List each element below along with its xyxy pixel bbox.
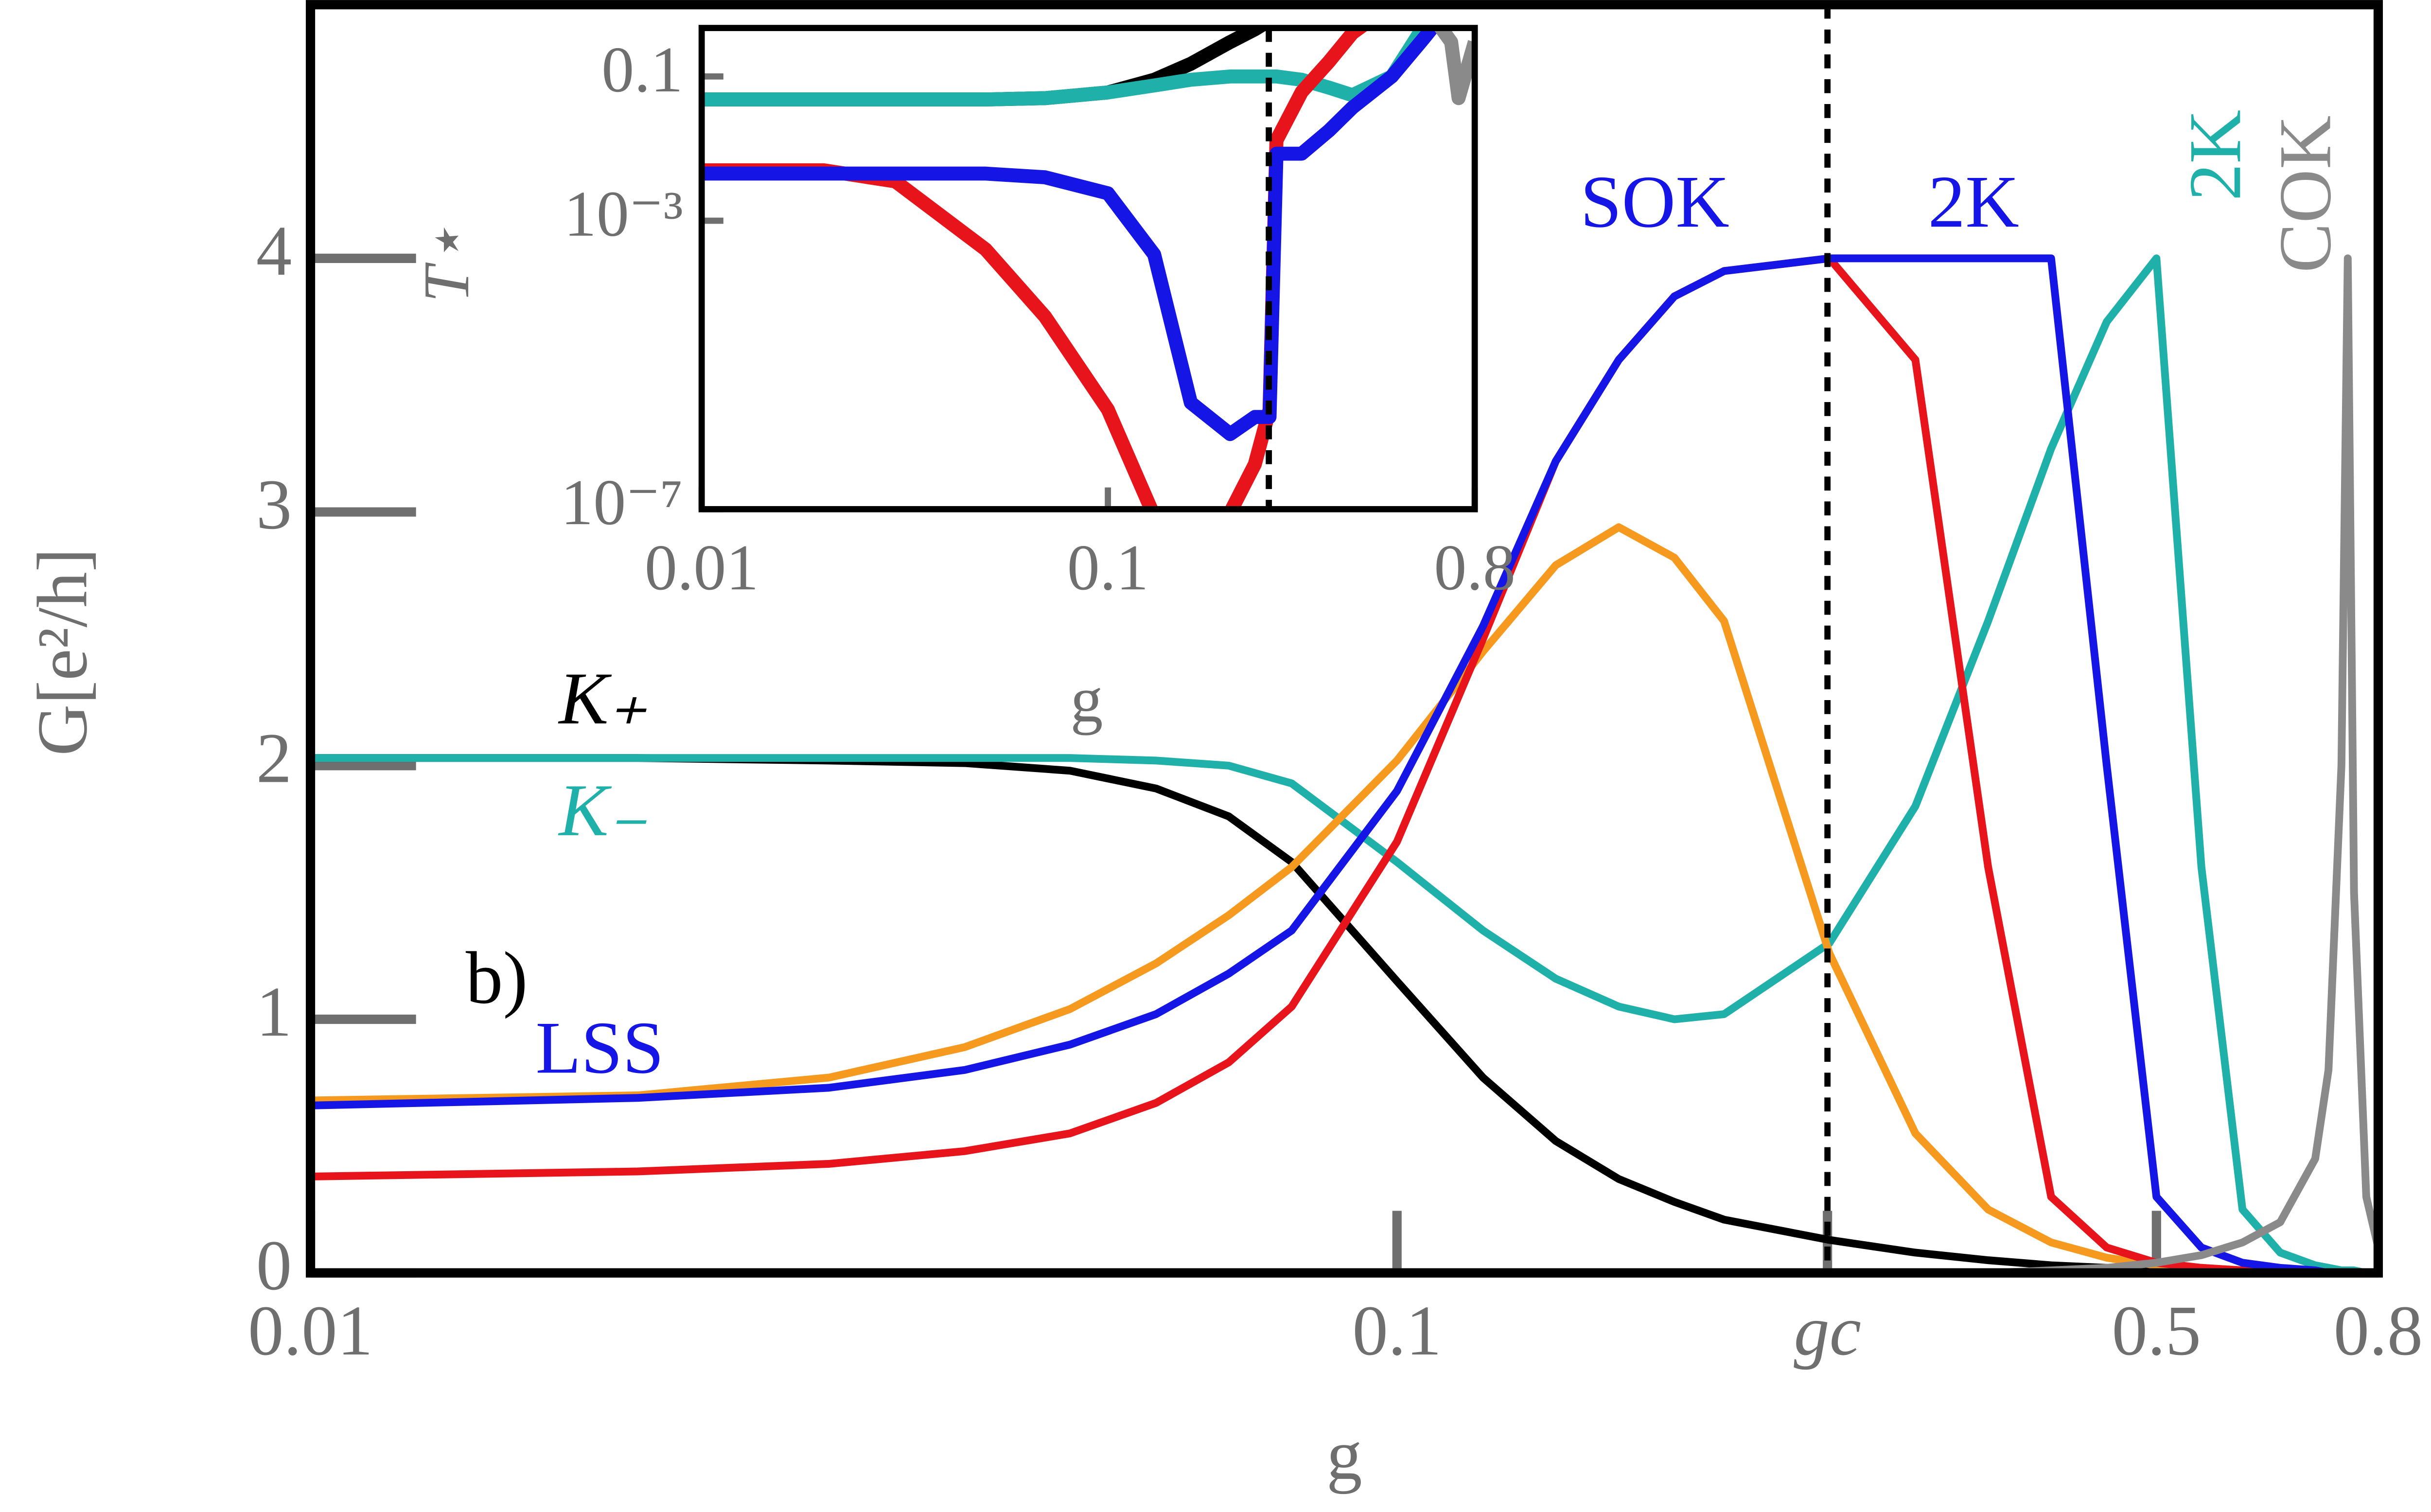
x-axis-label: g <box>1070 664 1103 736</box>
line-series <box>310 254 2378 1273</box>
plot-0: 0 1 2 3 4 0.01 0.1 gc 0.5 0.8 g G[e²/h] b)LSS SOK 2K 2K… <box>22 4 2423 1494</box>
annotation: LSS <box>536 1006 664 1089</box>
annotation: b) <box>466 937 528 1020</box>
plot-1: 10⁻⁷ 10⁻³ 0.1 0.01 0.1 0.8 g T⋆ <box>411 25 1515 736</box>
plot-frame <box>698 25 1478 512</box>
annotation: 2K <box>1928 160 2019 243</box>
line-series <box>310 523 2378 1273</box>
y-axis-label: T⋆ <box>411 226 483 303</box>
y-tick-label: 4 <box>256 211 292 290</box>
line-series <box>310 254 2378 1273</box>
y-tick-label: 10⁻⁷ <box>561 467 683 539</box>
y-tick-label: 0 <box>256 1226 292 1305</box>
y-axis-label: G[e²/h] <box>22 548 102 756</box>
x-tick-label: 0.5 <box>2112 1291 2202 1370</box>
x-tick-label: 0.01 <box>645 532 759 604</box>
x-tick-label: 0.01 <box>248 1291 373 1370</box>
x-axis-label: g <box>1326 1415 1362 1494</box>
y-tick-label: 3 <box>256 465 292 544</box>
x-tick-label: 0.8 <box>1434 532 1515 604</box>
line-series <box>702 28 1372 510</box>
plot-frame <box>305 0 2383 1278</box>
line-series <box>310 254 2378 1273</box>
annotation: K₋ <box>558 769 648 852</box>
x-tick-label: 0.1 <box>1067 532 1149 604</box>
x-tick-label: gc <box>1794 1291 1861 1370</box>
y-tick-label: 2 <box>256 718 292 797</box>
x-tick-label: 0.1 <box>1353 1291 1442 1370</box>
y-tick-label: 10⁻³ <box>564 178 683 250</box>
annotation: 2K <box>2174 110 2256 201</box>
annotation: K₊ <box>558 657 648 740</box>
line-series <box>702 28 1442 441</box>
y-tick-label: 1 <box>256 972 292 1051</box>
line-series <box>310 754 2378 1273</box>
annotation: COK <box>2264 115 2347 273</box>
y-tick-label: 0.1 <box>601 34 683 106</box>
annotation: SOK <box>1580 160 1729 243</box>
x-tick-label: 0.8 <box>2334 1291 2423 1370</box>
series-group <box>702 28 1475 510</box>
